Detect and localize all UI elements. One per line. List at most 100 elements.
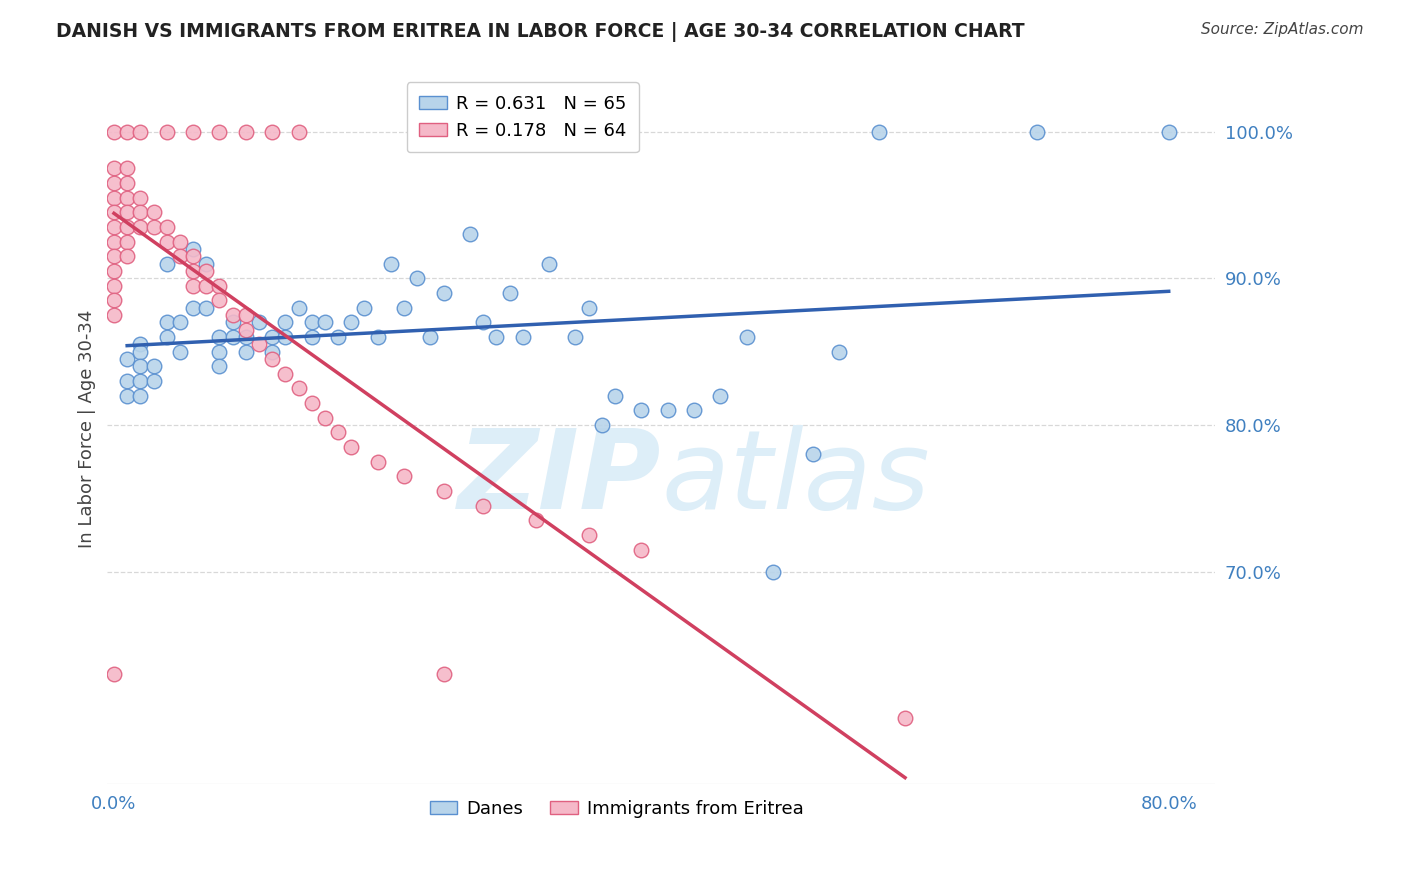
Point [564,330,586,344]
Point [274,315,297,329]
Text: DANISH VS IMMIGRANTS FROM ERITREA IN LABOR FORCE | AGE 30-34 CORRELATION CHART: DANISH VS IMMIGRANTS FROM ERITREA IN LAB… [56,22,1025,42]
Point [115,235,138,249]
Point [142,219,165,234]
Point [103,667,125,681]
Point [472,315,495,329]
Point [208,293,231,308]
Point [235,308,257,322]
Text: ZIP: ZIP [457,425,661,532]
Point [129,374,152,388]
Point [262,344,284,359]
Text: atlas: atlas [661,425,929,532]
Point [156,219,179,234]
Point [129,337,152,351]
Point [103,293,125,308]
Point [103,235,125,249]
Point [458,227,481,242]
Point [156,125,179,139]
Point [1157,125,1180,139]
Point [367,455,389,469]
Point [326,425,349,440]
Point [578,528,600,542]
Point [115,191,138,205]
Point [169,249,191,263]
Point [262,351,284,366]
Point [129,344,152,359]
Point [103,278,125,293]
Point [801,447,824,461]
Point [472,499,495,513]
Point [115,176,138,190]
Point [208,125,231,139]
Point [195,257,218,271]
Point [181,278,204,293]
Point [169,344,191,359]
Point [142,359,165,374]
Point [406,271,429,285]
Point [287,301,309,315]
Point [314,410,336,425]
Point [512,330,534,344]
Point [247,315,270,329]
Point [208,330,231,344]
Point [115,125,138,139]
Point [301,396,323,410]
Point [115,374,138,388]
Point [103,249,125,263]
Point [156,257,179,271]
Point [169,315,191,329]
Point [103,125,125,139]
Point [301,315,323,329]
Point [235,344,257,359]
Point [129,389,152,403]
Point [314,315,336,329]
Point [221,315,243,329]
Point [432,484,454,499]
Point [221,330,243,344]
Point [828,344,851,359]
Point [156,330,179,344]
Point [103,264,125,278]
Point [208,359,231,374]
Point [1025,125,1047,139]
Point [301,330,323,344]
Point [657,403,679,417]
Point [709,389,731,403]
Point [181,264,204,278]
Point [683,403,706,417]
Point [262,125,284,139]
Point [392,301,415,315]
Point [524,513,547,527]
Point [235,330,257,344]
Point [181,301,204,315]
Point [262,330,284,344]
Point [208,278,231,293]
Point [419,330,441,344]
Point [287,125,309,139]
Point [169,235,191,249]
Point [287,381,309,395]
Point [485,330,508,344]
Point [235,125,257,139]
Point [340,315,363,329]
Point [432,285,454,300]
Point [630,403,652,417]
Point [353,301,375,315]
Point [274,330,297,344]
Text: Source: ZipAtlas.com: Source: ZipAtlas.com [1201,22,1364,37]
Point [868,125,890,139]
Point [103,191,125,205]
Point [274,367,297,381]
Point [630,542,652,557]
Point [129,191,152,205]
Point [181,249,204,263]
Point [156,315,179,329]
Point [195,278,218,293]
Point [129,219,152,234]
Point [115,351,138,366]
Point [115,205,138,219]
Point [578,301,600,315]
Point [591,417,613,432]
Point [603,389,626,403]
Point [103,205,125,219]
